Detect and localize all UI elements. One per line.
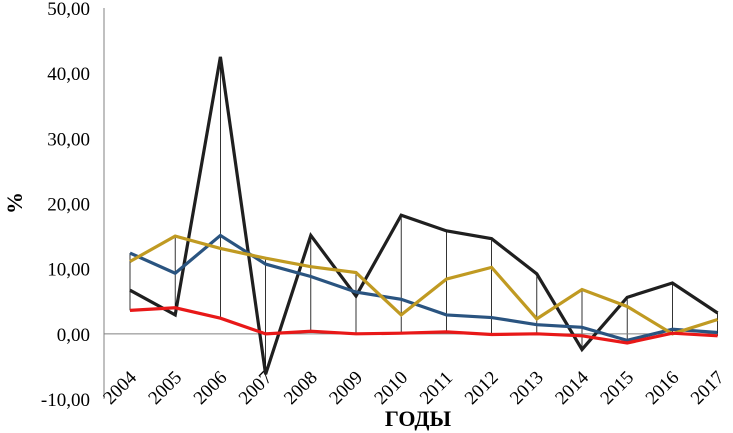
x-tick-label: 2006 [190, 367, 232, 409]
x-tick-label: 2017 [687, 367, 729, 409]
x-tick-label: 2015 [596, 367, 638, 409]
y-tick-label: 0,00 [57, 325, 90, 346]
drop-lines [129, 56, 718, 375]
y-axis-title: % [2, 192, 27, 214]
series-line-2 [129, 233, 718, 343]
x-tick-label: 2007 [235, 367, 277, 409]
x-axis-title: ГОДЫ [385, 406, 452, 431]
x-tick-label: 2004 [99, 367, 141, 409]
x-tick-labels: 2004 2005 2006 2007 2008 2009 2010 2011 2012 2013… [99, 367, 728, 409]
x-tick-label: 2016 [642, 367, 684, 409]
y-tick-label: 50,00 [47, 0, 90, 20]
y-tick-labels: -10,00 0,00 10,00 20,00 30,00 40,00 50,00 [41, 0, 90, 411]
series-line-3 [129, 234, 719, 336]
x-tick-label: 2005 [144, 367, 186, 409]
series-lines [129, 56, 719, 375]
x-tick-label: 2010 [370, 367, 412, 409]
y-tick-label: 30,00 [47, 129, 90, 150]
x-tick-label: 2014 [551, 367, 593, 409]
series-line-1 [129, 56, 719, 375]
x-tick-label: 2012 [461, 367, 503, 409]
x-tick-label: 2011 [416, 367, 457, 408]
x-tick-label: 2009 [325, 367, 367, 409]
y-tick-label: 40,00 [47, 64, 90, 85]
series-line-4 [129, 306, 718, 345]
y-tick-label: 10,00 [47, 260, 90, 281]
x-tick-label: 2008 [280, 367, 322, 409]
x-tick-label: 2013 [506, 367, 548, 409]
y-tick-label: 20,00 [47, 195, 90, 216]
y-tick-label: -10,00 [41, 390, 90, 411]
